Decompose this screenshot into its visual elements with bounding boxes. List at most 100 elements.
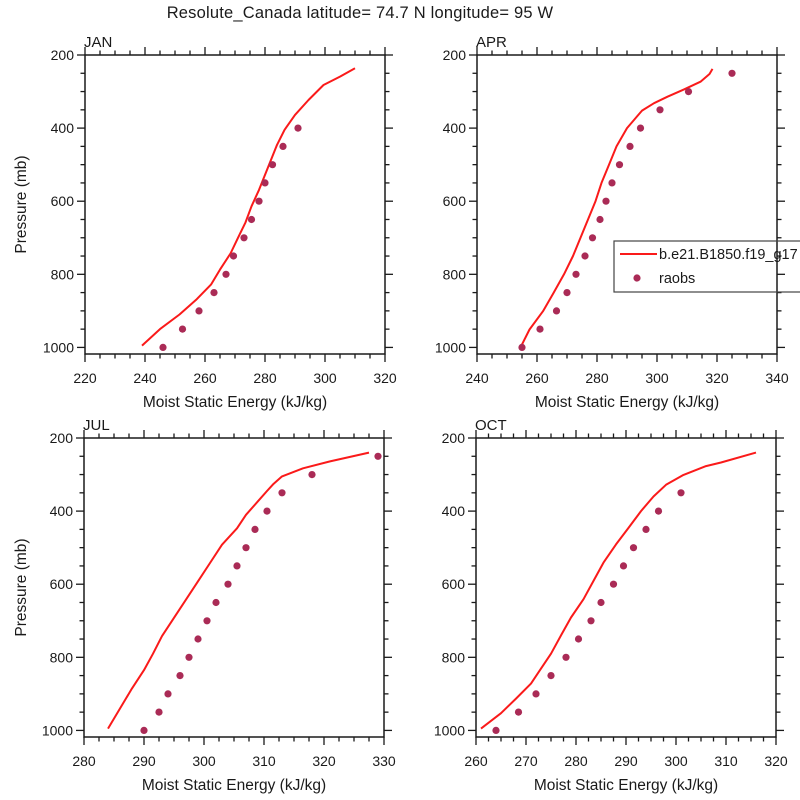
x-tick-label: 240 — [465, 370, 489, 386]
model-line — [480, 451, 757, 730]
raobs-point — [203, 617, 211, 625]
y-tick-label: 1000 — [42, 722, 73, 738]
raobs-point — [159, 343, 167, 351]
raobs-point — [278, 489, 286, 497]
y-tick-label: 1000 — [435, 339, 466, 355]
x-tick-label: 290 — [132, 753, 156, 769]
y-tick-label: 400 — [443, 120, 467, 136]
raobs-point — [255, 197, 263, 205]
x-tick-label: 300 — [664, 753, 688, 769]
y-tick-label: 1000 — [43, 339, 74, 355]
raobs-point — [224, 580, 232, 588]
x-axis-title: Moist Static Energy (kJ/kg) — [142, 777, 326, 794]
x-tick-label: 310 — [252, 753, 276, 769]
x-tick-label: 310 — [714, 753, 738, 769]
x-tick-label: 300 — [192, 753, 216, 769]
x-tick-label: 260 — [193, 370, 217, 386]
raobs-point — [587, 617, 595, 625]
raobs-points — [518, 69, 736, 351]
raobs-point — [677, 489, 685, 497]
raobs-point — [596, 215, 604, 224]
raobs-point — [563, 289, 571, 297]
raobs-points — [159, 124, 302, 351]
y-tick-label: 600 — [443, 193, 467, 209]
x-tick-label: 280 — [72, 753, 96, 769]
raobs-point — [212, 598, 220, 607]
x-tick-label: 270 — [514, 753, 538, 769]
x-tick-label: 300 — [313, 370, 337, 386]
x-tick-label: 320 — [373, 370, 397, 386]
model-line — [107, 451, 370, 730]
x-tick-label: 330 — [372, 753, 396, 769]
x-tick-label: 280 — [564, 753, 588, 769]
raobs-point — [572, 270, 580, 278]
raobs-point — [176, 672, 184, 680]
raobs-point — [185, 653, 193, 661]
x-tick-label: 260 — [464, 753, 488, 769]
raobs-point — [195, 307, 203, 315]
raobs-point — [194, 635, 202, 643]
raobs-point — [552, 307, 561, 315]
raobs-point — [242, 544, 250, 552]
raobs-point — [247, 215, 256, 224]
x-axis-title: Moist Static Energy (kJ/kg) — [143, 394, 327, 411]
y-tick-label: 400 — [51, 120, 75, 136]
raobs-point — [684, 88, 693, 96]
panel-jul: 280 290 300 310 320 330 200 400 600 800 1000 JUL Moi… — [13, 417, 396, 794]
y-tick-label: 200 — [442, 430, 466, 446]
y-tick-label: 200 — [443, 47, 467, 63]
panel-oct: 260 270 280 290 300 310 320 200 400 600 800 1000 OCT… — [434, 417, 788, 794]
figure-title: Resolute_Canada latitude= 74.7 N longitu… — [166, 4, 554, 22]
model-line — [141, 67, 356, 347]
legend-dot-sample — [633, 274, 641, 282]
y-tick-label: 800 — [443, 266, 467, 282]
y-tick-label: 200 — [51, 47, 75, 63]
raobs-points — [492, 489, 685, 735]
raobs-point — [728, 69, 736, 77]
raobs-point — [229, 252, 238, 260]
raobs-point — [597, 598, 605, 607]
raobs-points — [140, 452, 382, 735]
y-tick-label: 800 — [51, 266, 75, 282]
raobs-point — [279, 142, 287, 150]
raobs-point — [656, 106, 664, 114]
raobs-point — [240, 234, 248, 242]
x-tick-label: 320 — [312, 753, 336, 769]
raobs-point — [588, 234, 597, 242]
y-tick-label: 600 — [51, 193, 75, 209]
axis-ticks — [76, 430, 392, 745]
raobs-point — [609, 580, 618, 588]
raobs-point — [178, 325, 187, 333]
y-axis-title: Pressure (mb) — [13, 538, 30, 636]
y-axis-title: Pressure (mb) — [13, 155, 30, 253]
panel-title: OCT — [475, 417, 507, 434]
y-tick-label: 800 — [50, 649, 74, 665]
panel-jan: 220 240 260 280 300 320 200 400 600 800 1000 JAN Moi… — [13, 34, 397, 411]
x-tick-label: 300 — [645, 370, 669, 386]
axis-ticks — [468, 430, 784, 745]
y-tick-label: 600 — [50, 576, 74, 592]
raobs-point — [140, 726, 148, 735]
x-tick-label: 280 — [253, 370, 277, 386]
raobs-point — [263, 507, 271, 515]
raobs-point — [514, 708, 523, 716]
plot-frame — [84, 54, 386, 355]
raobs-point — [581, 252, 589, 260]
raobs-point — [374, 452, 382, 460]
plot-frame — [476, 54, 778, 355]
x-tick-label: 320 — [764, 753, 788, 769]
raobs-point — [492, 726, 500, 735]
raobs-point — [574, 635, 583, 643]
raobs-point — [251, 525, 259, 534]
x-tick-label: 320 — [705, 370, 729, 386]
x-tick-label: 280 — [585, 370, 609, 386]
raobs-point — [164, 690, 172, 698]
raobs-point — [636, 124, 645, 132]
x-tick-label: 340 — [765, 370, 789, 386]
raobs-point — [308, 471, 316, 479]
raobs-point — [619, 562, 628, 570]
legend-box — [613, 240, 800, 293]
y-tick-label: 1000 — [434, 722, 465, 738]
